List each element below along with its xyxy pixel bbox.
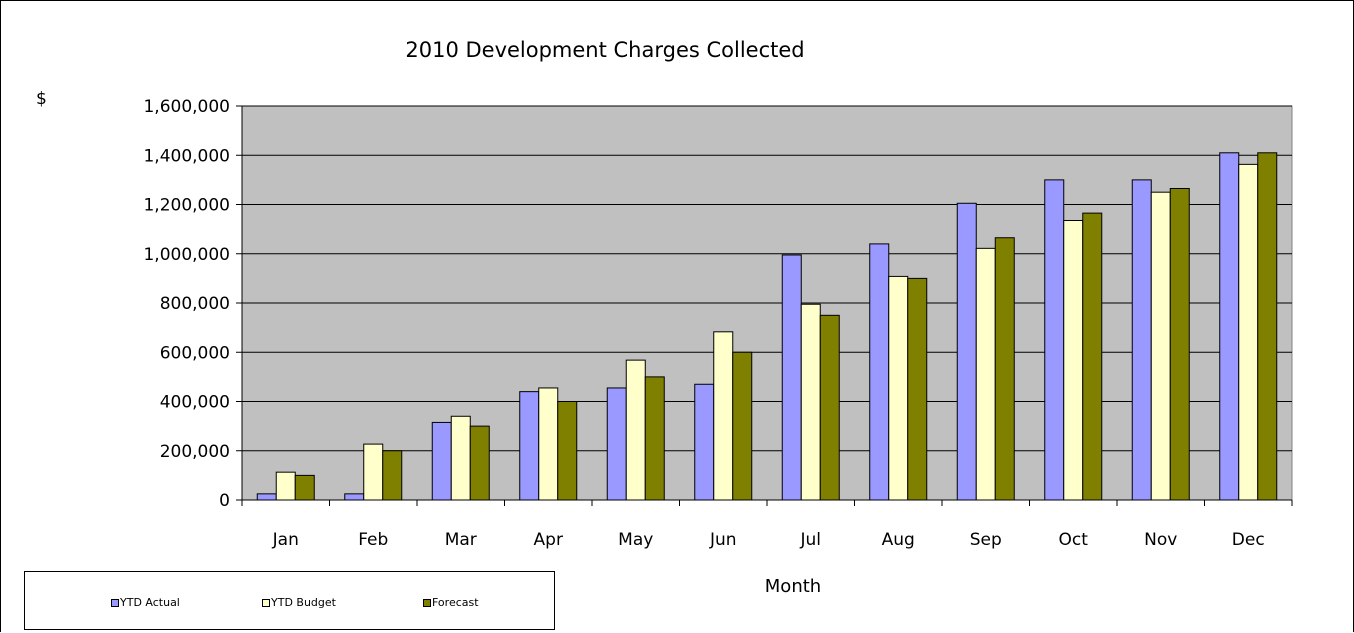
- x-tick-label: Nov: [1144, 530, 1177, 550]
- bar-ytd-budget: [713, 331, 734, 501]
- y-tick-label: 400,000: [160, 393, 230, 413]
- legend-item: Forecast: [423, 596, 479, 609]
- bar-ytd-actual: [344, 493, 365, 501]
- x-tick-label: Mar: [445, 530, 477, 550]
- bar-forecast: [732, 351, 753, 501]
- legend-item: YTD Actual: [111, 596, 180, 609]
- bar-ytd-actual: [781, 254, 802, 501]
- bar-forecast: [469, 425, 490, 501]
- x-tick-label: Jan: [272, 530, 299, 550]
- bar-ytd-actual: [519, 391, 540, 501]
- bar-ytd-actual: [869, 243, 890, 501]
- y-axis-label: $: [36, 89, 47, 109]
- bar-forecast: [1257, 152, 1278, 501]
- bar-ytd-budget: [1238, 163, 1259, 501]
- bar-ytd-budget: [538, 387, 559, 501]
- bar-ytd-actual: [606, 387, 627, 501]
- bar-forecast: [1169, 187, 1190, 501]
- bar-ytd-actual: [694, 383, 715, 501]
- bar-ytd-actual: [431, 421, 452, 501]
- bar-ytd-actual: [956, 202, 977, 501]
- legend-label: YTD Actual: [120, 596, 180, 609]
- x-axis-label: Month: [765, 576, 821, 597]
- legend: YTD Actual YTD Budget Forecast: [24, 571, 555, 630]
- chart-title: 2010 Development Charges Collected: [405, 38, 804, 62]
- bar-ytd-budget: [363, 443, 384, 501]
- gridlines: [242, 105, 1292, 452]
- bar-forecast: [382, 450, 403, 501]
- x-tick-label: Jun: [709, 530, 737, 550]
- bar-ytd-budget: [975, 247, 996, 501]
- legend-swatch: [111, 598, 119, 607]
- x-tick-label: Jul: [799, 530, 821, 550]
- y-tick-label: 1,600,000: [143, 97, 230, 117]
- bar-ytd-budget: [625, 359, 646, 501]
- x-tick-label: Feb: [358, 530, 388, 550]
- x-tick-label: Oct: [1059, 530, 1089, 550]
- bar-ytd-actual: [256, 493, 277, 501]
- legend-swatch: [423, 598, 431, 607]
- x-tick-label: May: [618, 530, 653, 550]
- legend-label: Forecast: [432, 596, 479, 609]
- legend-swatch: [262, 598, 270, 607]
- y-tick-label: 1,200,000: [143, 196, 230, 216]
- bar-forecast: [557, 401, 578, 501]
- bar-ytd-actual: [1044, 179, 1065, 501]
- x-tick-label: Sep: [970, 530, 1002, 550]
- y-tick-label: 200,000: [160, 442, 230, 462]
- bar-forecast: [994, 237, 1015, 501]
- y-tick-label: 800,000: [160, 294, 230, 314]
- bar-ytd-budget: [1063, 220, 1084, 501]
- legend-item: YTD Budget: [262, 596, 336, 609]
- bar-ytd-actual: [1219, 152, 1240, 501]
- x-tick-label: Aug: [882, 530, 915, 550]
- bar-ytd-budget: [275, 471, 296, 501]
- bar-forecast: [819, 314, 840, 501]
- y-tick-label: 1,000,000: [143, 245, 230, 265]
- bar-forecast: [294, 474, 315, 501]
- bar-ytd-budget: [888, 275, 909, 501]
- bar-ytd-actual: [1131, 179, 1152, 501]
- x-tick-label: Dec: [1232, 530, 1265, 550]
- y-tick-label: 0: [219, 491, 230, 511]
- bar-forecast: [907, 277, 928, 501]
- bar-ytd-budget: [800, 303, 821, 501]
- axes: 0 200,000 400,000 600,000 800,000 1,000,000 1,…: [143, 97, 1293, 550]
- bar-ytd-budget: [450, 415, 471, 501]
- y-tick-label: 1,400,000: [143, 146, 230, 166]
- x-tick-label: Apr: [534, 530, 563, 550]
- y-tick-label: 600,000: [160, 343, 230, 363]
- bar-forecast: [1082, 212, 1103, 501]
- legend-label: YTD Budget: [271, 596, 336, 609]
- bars: [256, 152, 1278, 501]
- bar-ytd-budget: [1150, 191, 1171, 501]
- bar-forecast: [644, 376, 665, 501]
